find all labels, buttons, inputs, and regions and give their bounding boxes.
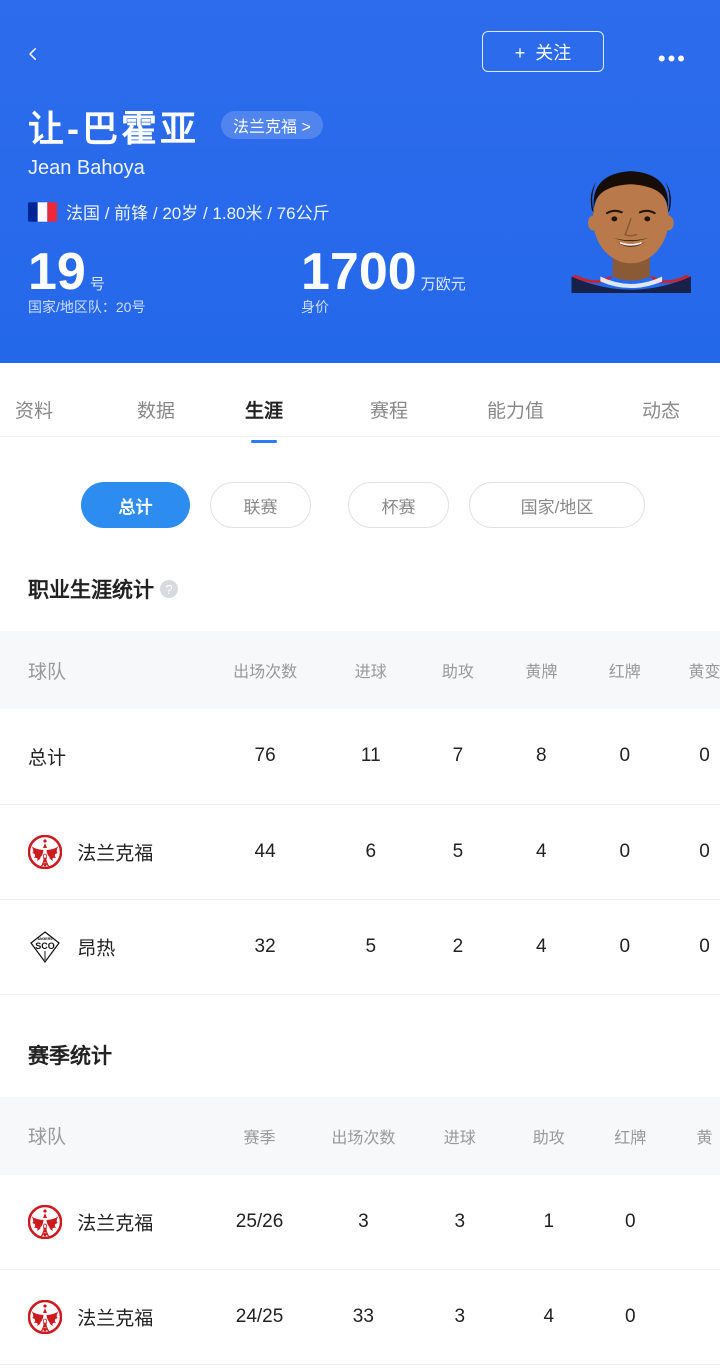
- svg-text:SCO: SCO: [35, 941, 55, 951]
- svg-text:ANGERS: ANGERS: [38, 937, 54, 941]
